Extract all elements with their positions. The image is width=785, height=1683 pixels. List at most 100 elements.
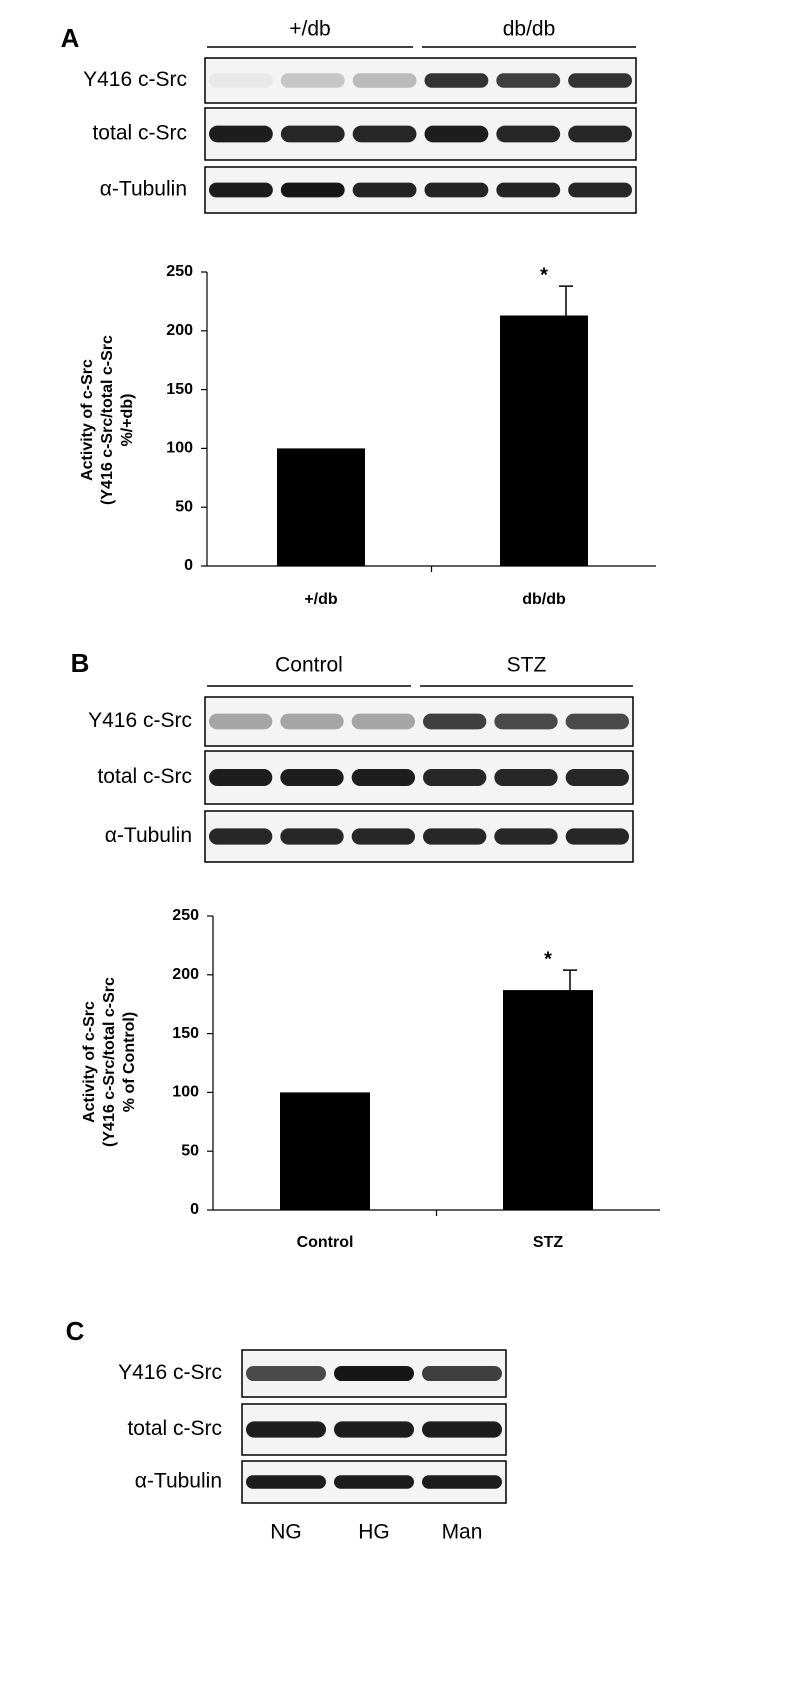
blot-frame [204, 810, 634, 863]
blot-band [352, 73, 417, 88]
blot-band [423, 769, 487, 786]
y-axis-label: % of Control) [121, 1012, 138, 1112]
blot-band [422, 1421, 502, 1438]
blot-band [496, 125, 561, 143]
blot-band [246, 1475, 326, 1489]
y-tick-label: 200 [166, 322, 193, 339]
blot-band [423, 828, 487, 845]
y-axis-label: %/+db) [119, 394, 136, 447]
blot-band [496, 73, 561, 88]
blot-band [209, 73, 273, 88]
blot-band [209, 828, 273, 845]
blot-band [422, 1475, 502, 1489]
blot-band [280, 73, 345, 88]
blot-band [246, 1365, 326, 1382]
blot-row-label: α-Tubulin [100, 178, 187, 201]
blot-frame [204, 166, 637, 214]
y-tick-label: 150 [172, 1025, 199, 1042]
blot-band [209, 713, 273, 730]
x-tick-label: Control [297, 1234, 354, 1251]
blot-band [351, 769, 415, 786]
blot-frame [204, 750, 634, 805]
blot-band [334, 1421, 414, 1438]
blot-band [424, 125, 489, 143]
blot-band [280, 125, 345, 143]
blot-band [494, 713, 558, 730]
blot-band [351, 713, 415, 730]
blot-frame [204, 107, 637, 161]
y-tick-label: 250 [172, 907, 199, 924]
group-label: STZ [507, 654, 547, 677]
blot-band [565, 828, 629, 845]
bar [500, 315, 588, 566]
blot-band [568, 182, 632, 198]
lane-label: NG [270, 1521, 302, 1544]
y-axis-label: (Y416 c-Src/total c-Src [99, 335, 116, 505]
y-tick-label: 0 [184, 557, 193, 574]
y-tick-label: 50 [181, 1142, 199, 1159]
blot-row-label: Y416 c-Src [83, 68, 187, 91]
x-tick-label: db/db [522, 591, 566, 608]
y-tick-label: 0 [190, 1201, 199, 1218]
blot-band [422, 1365, 502, 1382]
lane-label: Man [442, 1521, 483, 1544]
blot-band [565, 769, 629, 786]
blot-band [209, 125, 273, 143]
y-axis-label: Activity of c-Src [79, 359, 96, 481]
group-label: +/db [289, 18, 330, 41]
y-tick-label: 150 [166, 381, 193, 398]
blot-band [496, 182, 561, 198]
blot-band [352, 182, 417, 198]
blot-row-label: Y416 c-Src [88, 709, 192, 732]
blot-band [209, 769, 273, 786]
x-tick-label: +/db [304, 591, 338, 608]
bar [280, 1092, 370, 1210]
y-tick-label: 200 [172, 966, 199, 983]
blot-frame [204, 696, 634, 747]
blot-row-label: total c-Src [127, 1417, 222, 1440]
blot-band [334, 1475, 414, 1489]
blot-band [352, 125, 417, 143]
blot-band [280, 713, 344, 730]
significance-mark: * [540, 264, 548, 286]
blot-band [334, 1365, 414, 1382]
y-tick-label: 50 [175, 498, 193, 515]
blot-band [280, 828, 344, 845]
panel-label: C [66, 1316, 85, 1346]
blot-band [209, 182, 273, 198]
blot-band [568, 73, 632, 88]
y-tick-label: 250 [166, 263, 193, 280]
blot-band [494, 769, 558, 786]
blot-frame [204, 57, 637, 104]
bar [277, 448, 365, 566]
blot-band [246, 1421, 326, 1438]
blot-band [424, 182, 489, 198]
blot-row-label: total c-Src [92, 122, 187, 145]
blot-row-label: α-Tubulin [105, 824, 192, 847]
blot-band [280, 769, 344, 786]
group-label: db/db [503, 18, 556, 41]
error-bar [563, 969, 577, 991]
blot-band [568, 125, 632, 143]
panel-label: A [61, 23, 80, 53]
blot-band [351, 828, 415, 845]
y-axis-label: (Y416 c-Src/total c-Src [101, 977, 118, 1147]
blot-band [494, 828, 558, 845]
y-tick-label: 100 [166, 440, 193, 457]
x-tick-label: STZ [533, 1234, 563, 1251]
error-bar [559, 285, 573, 316]
blot-band [565, 713, 629, 730]
panel-label: B [71, 648, 90, 678]
blot-row-label: α-Tubulin [135, 1470, 222, 1493]
y-axis-label: Activity of c-Src [81, 1001, 98, 1123]
blot-band [424, 73, 489, 88]
significance-mark: * [544, 948, 552, 970]
group-label: Control [275, 654, 343, 677]
bar [503, 990, 593, 1210]
lane-label: HG [358, 1521, 390, 1544]
y-tick-label: 100 [172, 1084, 199, 1101]
blot-row-label: Y416 c-Src [118, 1361, 222, 1384]
blot-band [280, 182, 345, 198]
blot-row-label: total c-Src [97, 765, 192, 788]
